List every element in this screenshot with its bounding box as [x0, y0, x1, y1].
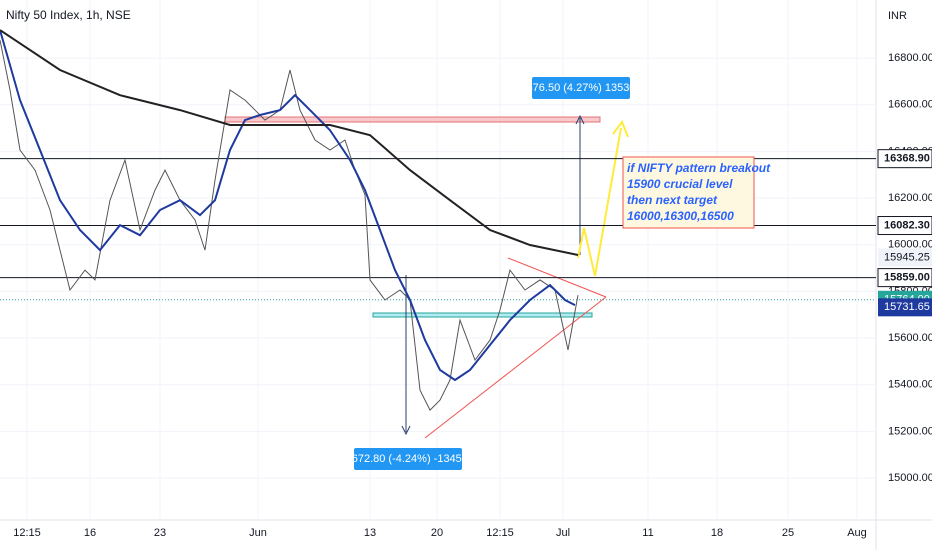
measure-up-label: 676.50 (4.27%) 13530	[527, 82, 636, 94]
measure-box	[532, 77, 630, 99]
y-tick-label: 15200.00	[888, 425, 932, 437]
currency: INR	[888, 10, 907, 22]
x-tick-label: 12:15	[486, 527, 514, 539]
note-line: 16000,16300,16500	[627, 209, 734, 223]
arrow-head	[575, 114, 585, 125]
grid	[0, 0, 876, 520]
x-tick-label: 20	[431, 527, 443, 539]
measure-down-label: -672.80 (-4.24%) -13456	[348, 453, 468, 465]
chart-title: Nifty 50 Index, 1h, NSE	[6, 8, 131, 22]
x-tick-label: 12:15	[13, 527, 41, 539]
x-tick-label: 11	[642, 527, 653, 539]
projection-head	[612, 119, 629, 138]
x-tick-label: Aug	[847, 527, 867, 539]
price-label: 15731.65	[884, 301, 930, 313]
series-line	[0, 29, 579, 256]
level-tag	[877, 216, 932, 236]
note-line: 15900 crucial level	[627, 177, 733, 191]
y-tick-label: 15000.00	[888, 472, 932, 484]
projection	[577, 127, 622, 277]
price-tag	[878, 298, 932, 317]
x-tick-label: 18	[711, 527, 723, 539]
price-label: 15945.25	[884, 251, 930, 263]
y-tick-label: 16600.00	[888, 99, 932, 111]
arrow-head	[401, 425, 411, 436]
level-label: 16368.90	[884, 153, 930, 165]
support-zone	[372, 312, 593, 318]
triangle-lower	[424, 296, 607, 439]
x-tick-label: 13	[364, 527, 376, 539]
note-box	[622, 156, 755, 229]
series-line	[0, 29, 576, 382]
measure-box	[354, 448, 462, 470]
x-tick-label: 23	[154, 527, 166, 539]
level-label: 16082.30	[884, 219, 930, 231]
plot	[0, 29, 876, 411]
y-tick-label: 16800.00	[888, 52, 932, 64]
resistance-zone	[224, 116, 601, 123]
axis: 15000.0015200.0015400.0015600.0015800.00…	[13, 52, 932, 539]
x-tick-label: Jul	[556, 527, 570, 539]
note: if NIFTY pattern breakout 15900 crucial …	[622, 156, 771, 229]
y-tick-label: 16200.00	[888, 192, 932, 204]
level-tag	[877, 268, 932, 288]
level-tag	[877, 149, 932, 169]
x-tick-label: Jun	[249, 527, 267, 539]
level-label: 15859.00	[884, 272, 930, 284]
x-tick-label: 25	[782, 527, 794, 539]
y-tick-label: 15600.00	[888, 332, 932, 344]
y-tick-label: 15400.00	[888, 379, 932, 391]
note-line: then next target	[627, 193, 718, 207]
price-tag	[878, 248, 932, 267]
note-line: if NIFTY pattern breakout	[627, 161, 771, 175]
x-tick-label: 16	[84, 527, 96, 539]
y-tick-label: 16000.00	[888, 239, 932, 251]
series-line	[0, 40, 579, 411]
